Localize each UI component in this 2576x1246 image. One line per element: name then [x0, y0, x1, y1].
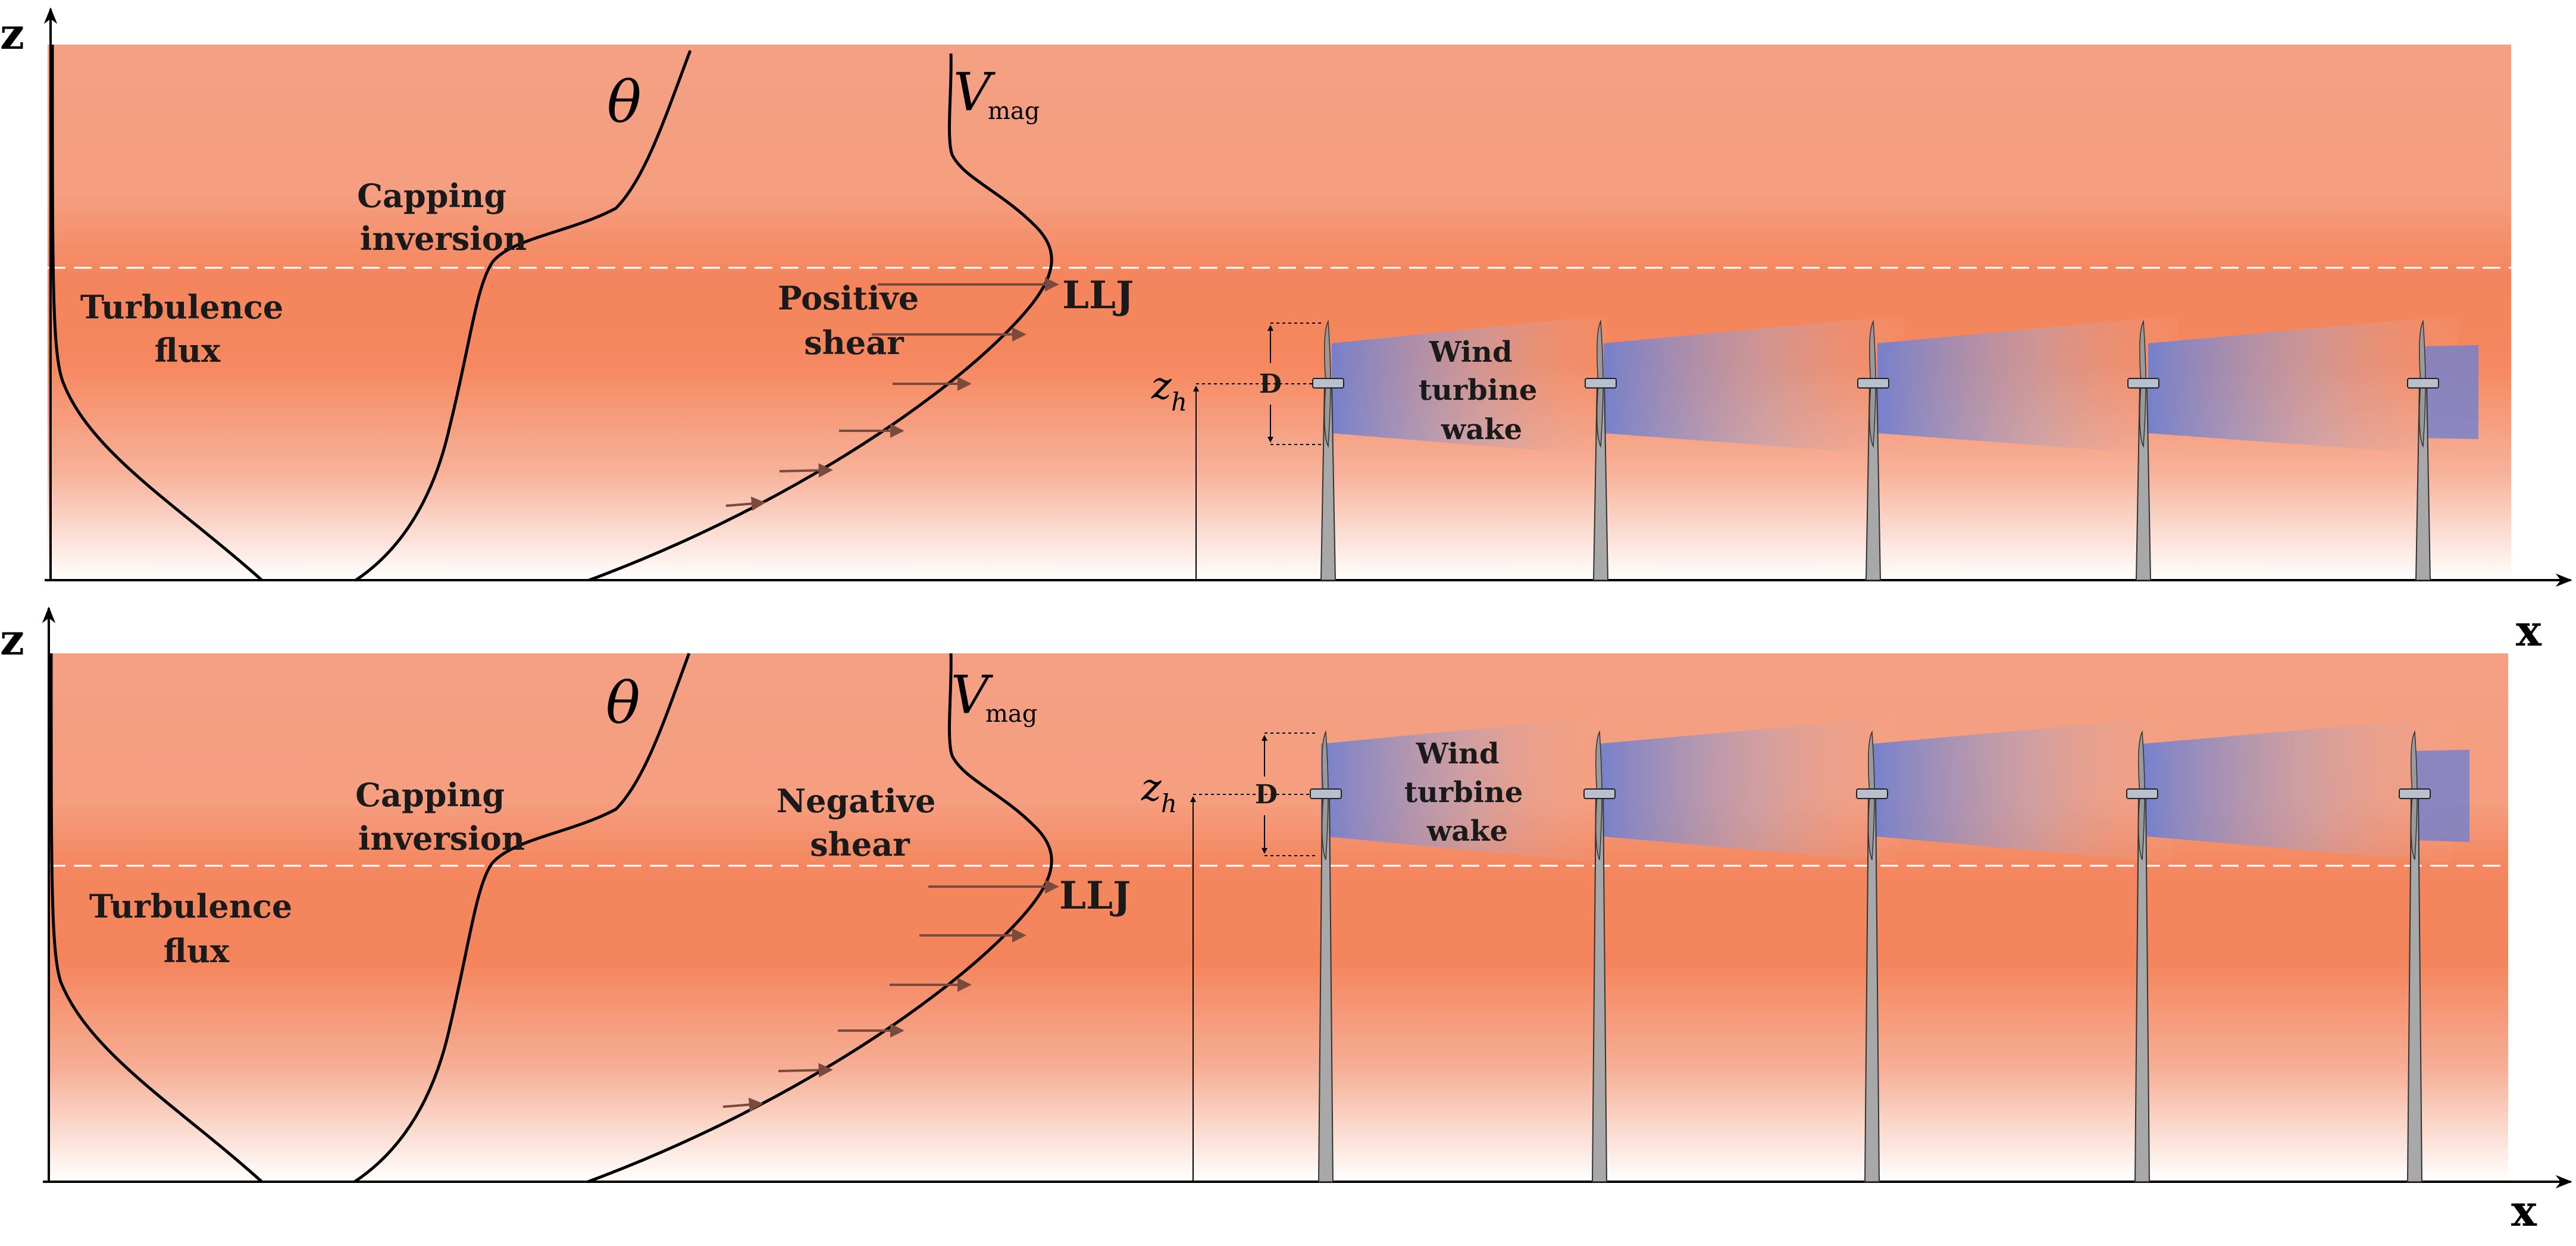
rotor-diameter-marker: D: [1259, 323, 1322, 445]
turbine-wakes: [1332, 315, 2478, 456]
wind-turbine: [1857, 320, 1889, 581]
wind-turbine: [1583, 730, 1616, 1182]
wind-turbine: [1310, 730, 1342, 1182]
llj-label: LLJ: [1059, 874, 1131, 918]
turbulence-flux-curve: [51, 44, 263, 581]
turbulence-flux-label: Turbulence flux: [80, 288, 295, 370]
svg-text:mag: mag: [988, 98, 1040, 125]
capping-inversion-label: Capping inversion: [355, 776, 525, 857]
theta-curve: [355, 50, 692, 582]
hub-height-marker: z h: [1141, 766, 1318, 1182]
svg-text:V: V: [951, 664, 994, 725]
svg-text:z: z: [1141, 766, 1162, 810]
svg-text:mag: mag: [985, 700, 1037, 728]
shear-arrows: [722, 879, 1059, 1112]
shear-label: Positive shear: [778, 279, 930, 362]
svg-text:D: D: [1259, 369, 1282, 399]
svg-text:z: z: [1151, 364, 1172, 408]
x-axis-label: x: [2516, 605, 2542, 656]
turbulence-flux-curve: [49, 653, 263, 1183]
wake-label: Wind turbine wake: [1404, 737, 1533, 848]
shear-arrows: [725, 277, 1059, 511]
panel-negative-shear: z x θ V mag Capping inversion Turbulence: [0, 606, 2572, 1236]
llj-label: LLJ: [1062, 273, 1134, 318]
rotor-diameter-marker: D: [1255, 732, 1318, 856]
capping-inversion-label: Capping inversion: [357, 177, 527, 258]
wind-turbine: [2407, 320, 2439, 581]
wind-turbine: [2126, 730, 2158, 1182]
wind-turbine: [2399, 730, 2431, 1182]
wake-label: Wind turbine wake: [1419, 336, 1547, 446]
x-axis-label: x: [2511, 1185, 2537, 1236]
panel-positive-shear: z x θ V mag Capping inversion Turbulence: [0, 7, 2572, 656]
z-axis-label: z: [0, 8, 24, 59]
theta-curve: [353, 653, 691, 1184]
svg-text:D: D: [1255, 779, 1278, 810]
wind-turbine: [1312, 320, 1344, 581]
turbine-wakes: [1321, 717, 2469, 863]
wind-turbine: [1585, 320, 1617, 581]
shear-label: Negative shear: [777, 782, 947, 863]
vmag-curve: [587, 653, 1053, 1184]
svg-text:h: h: [1171, 387, 1187, 417]
z-axis-label: z: [0, 614, 24, 665]
vmag-label: V mag: [953, 61, 1040, 125]
atmosphere-background: [48, 45, 2511, 580]
svg-text:h: h: [1161, 789, 1177, 818]
wind-turbine: [2127, 320, 2159, 581]
vmag-label: V mag: [951, 664, 1037, 728]
theta-label: θ: [606, 670, 640, 737]
wind-turbine: [1856, 730, 1888, 1182]
hub-height-marker: z h: [1151, 364, 1321, 580]
theta-label: θ: [607, 69, 641, 136]
turbulence-flux-label: Turbulence flux: [89, 887, 303, 970]
svg-text:V: V: [953, 61, 996, 123]
vmag-curve: [589, 53, 1053, 582]
